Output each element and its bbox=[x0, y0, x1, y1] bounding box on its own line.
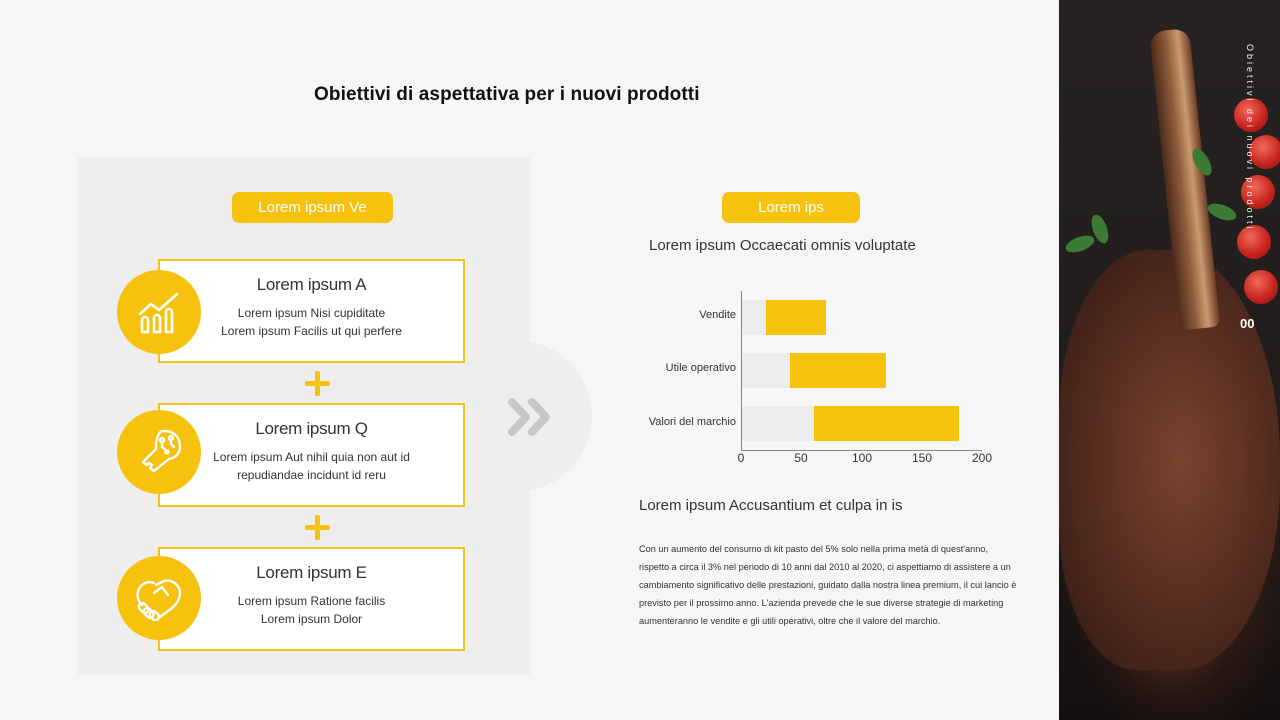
card-text: Lorem ipsum Aut nihil quia non aut id re… bbox=[160, 448, 463, 484]
chart-growth-icon bbox=[138, 292, 179, 334]
card-line: Lorem ipsum Nisi cupiditate bbox=[237, 306, 386, 320]
bar-label-vendite: Vendite bbox=[699, 309, 736, 321]
card-line: Lorem ipsum Aut nihil quia non aut id bbox=[213, 450, 410, 464]
x-tick: 150 bbox=[911, 451, 933, 465]
steak-meat bbox=[1059, 250, 1280, 670]
section-pill-right: Lorem ips bbox=[722, 192, 860, 223]
card-line: Lorem ipsum Dolor bbox=[260, 612, 363, 626]
objective-card-a: Lorem ipsum A Lorem ipsum Nisi cupiditat… bbox=[158, 259, 465, 363]
digital-key-icon bbox=[141, 429, 182, 473]
sidebar-vertical-label: Obiettivi dei nuovi prodotti bbox=[1245, 44, 1255, 232]
bar-value-valori-marchio bbox=[814, 406, 959, 441]
card-text: Lorem ipsum Nisi cupiditate Lorem ipsum … bbox=[160, 304, 463, 340]
icon-circle bbox=[117, 556, 201, 640]
tomato bbox=[1249, 135, 1280, 169]
icon-circle bbox=[117, 410, 201, 494]
plus-icon bbox=[305, 371, 330, 396]
bar-base-valori-marchio bbox=[742, 406, 814, 441]
bar-chart: Vendite Utile operativo Valori del march… bbox=[630, 285, 1010, 470]
tomato bbox=[1241, 175, 1275, 209]
x-tick: 200 bbox=[971, 451, 993, 465]
double-chevron-right-icon bbox=[508, 398, 550, 436]
page-title: Obiettivi di aspettativa per i nuovi pro… bbox=[314, 84, 700, 105]
bar-value-utile-operativo bbox=[790, 353, 886, 388]
chart-title: Lorem ipsum Occaecati omnis voluptate bbox=[649, 237, 916, 254]
card-title: Lorem ipsum Q bbox=[255, 419, 368, 438]
x-axis bbox=[741, 450, 982, 451]
icon-circle bbox=[117, 270, 201, 354]
tomato bbox=[1234, 98, 1268, 132]
card-text: Lorem ipsum Ratione facilis Lorem ipsum … bbox=[160, 592, 463, 628]
card-title: Lorem ipsum E bbox=[256, 563, 367, 582]
card-line: repudiandae incidunt id reru bbox=[237, 468, 386, 482]
objective-card-q: Lorem ipsum Q Lorem ipsum Aut nihil quia… bbox=[158, 403, 465, 507]
tomato bbox=[1237, 225, 1271, 259]
basil-leaf bbox=[1063, 232, 1097, 256]
bar-label-valori-marchio: Valori del marchio bbox=[648, 416, 736, 428]
plus-icon bbox=[305, 515, 330, 540]
card-line: Lorem ipsum Ratione facilis bbox=[237, 594, 386, 608]
bar-base-utile-operativo bbox=[742, 353, 790, 388]
y-axis bbox=[741, 291, 742, 450]
section-subtitle: Lorem ipsum Accusantium et culpa in is bbox=[639, 497, 903, 514]
page-number: 00 bbox=[1240, 316, 1255, 331]
steak-photo bbox=[1059, 0, 1280, 720]
tomato bbox=[1244, 270, 1278, 304]
handshake-icon bbox=[136, 579, 182, 621]
card-title: Lorem ipsum A bbox=[256, 275, 367, 294]
bar-label-utile-operativo: Utile operativo bbox=[665, 362, 736, 374]
body-paragraph: Con un aumento del consumo di kit pasto … bbox=[639, 544, 1017, 626]
card-line: Lorem ipsum Facilis ut qui perfere bbox=[221, 324, 402, 338]
bar-base-vendite bbox=[742, 300, 766, 335]
bar-value-vendite bbox=[766, 300, 826, 335]
x-tick: 100 bbox=[851, 451, 873, 465]
basil-leaf bbox=[1205, 200, 1239, 224]
x-tick: 50 bbox=[794, 451, 808, 465]
x-tick: 0 bbox=[737, 451, 745, 465]
section-pill-left: Lorem ipsum Ve bbox=[232, 192, 393, 223]
objective-card-e: Lorem ipsum E Lorem ipsum Ratione facili… bbox=[158, 547, 465, 651]
